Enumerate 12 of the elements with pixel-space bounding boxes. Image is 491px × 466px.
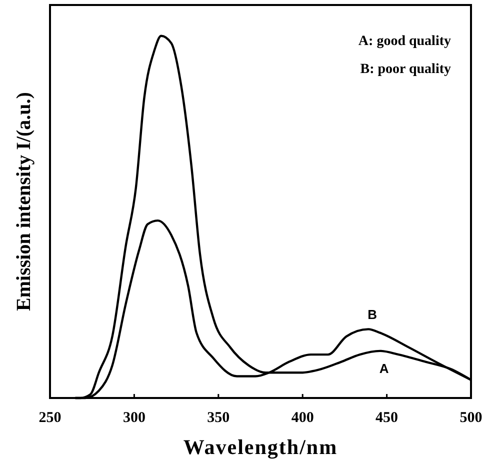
series-label: B xyxy=(368,307,377,322)
series-label: A xyxy=(379,360,390,376)
x-tick-label: 500 xyxy=(460,410,482,426)
x-tick-label: 350 xyxy=(207,410,230,426)
x-tick-label: 450 xyxy=(376,410,398,426)
annotation: A: good quality xyxy=(358,34,451,49)
x-axis-title: Wavelength/nm xyxy=(183,435,338,459)
x-tick-label: 400 xyxy=(291,410,314,426)
x-tick-label: 300 xyxy=(122,410,146,426)
y-axis-title: Emission intensity I/(a.u.) xyxy=(13,92,35,311)
x-tick-label: 250 xyxy=(38,410,62,426)
annotation: B: poor quality xyxy=(360,62,451,77)
